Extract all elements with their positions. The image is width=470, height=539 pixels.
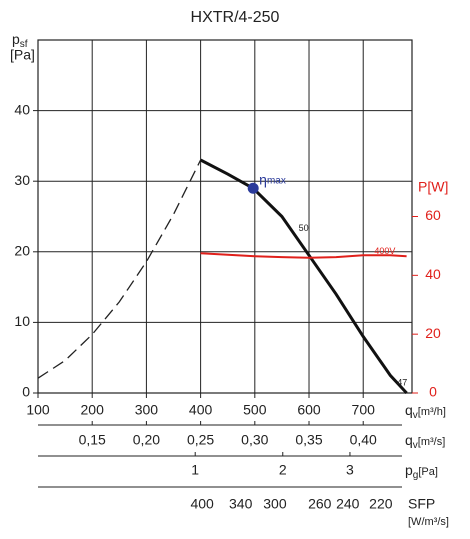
x-tick-label: 400 <box>190 496 214 512</box>
axis-unit: [Pa] <box>10 47 35 63</box>
x-tick-label: 0,40 <box>350 432 377 448</box>
eta-max-label: ηmax <box>259 171 286 187</box>
x-tick-label: 0,15 <box>79 432 106 448</box>
axis-label: psf <box>12 31 28 50</box>
y2-tick-label: 0 <box>429 384 437 400</box>
label-main: q <box>405 432 413 448</box>
label-sub: max <box>267 175 286 186</box>
annotation: 50 <box>299 223 309 233</box>
x-tick-label: 220 <box>369 496 393 512</box>
x-tick-label: 200 <box>81 402 105 418</box>
x-tick-label: 0,20 <box>133 432 160 448</box>
x-tick-label: 340 <box>229 496 253 512</box>
annotation: 400V <box>374 246 395 256</box>
x-tick-label: 600 <box>297 402 321 418</box>
axis-unit: [W/m³/s] <box>408 516 449 528</box>
plot-frame <box>37 39 413 394</box>
x-tick-label: 1 <box>191 462 199 478</box>
label-unit: [m³/s] <box>418 436 446 448</box>
axis-label: P[W] <box>418 179 448 195</box>
y-tick-label: 20 <box>14 243 30 259</box>
pressure-curve <box>199 158 408 395</box>
label-sub: g <box>413 470 419 481</box>
y-tick-label: 30 <box>14 172 30 188</box>
x-tick-label: 260 <box>308 496 332 512</box>
y2-tick-label: 40 <box>425 266 441 282</box>
label-main: p <box>12 31 20 47</box>
chart-title: HXTR/4-250 <box>191 9 280 26</box>
label-unit: [Pa] <box>418 466 438 478</box>
x-tick-label: 3 <box>346 462 354 478</box>
y-tick-label: 10 <box>14 313 30 329</box>
x-tick-label: 300 <box>135 402 159 418</box>
pressure-curve <box>37 159 202 379</box>
label-sub: sf <box>20 39 28 50</box>
label-sub: v <box>413 410 418 421</box>
power-curve <box>200 252 407 259</box>
x-tick-label: 100 <box>26 402 50 418</box>
label-main: q <box>405 402 413 418</box>
x-tick-label: 0,30 <box>241 432 268 448</box>
axis-label: pg[Pa] <box>405 462 438 481</box>
y2-tick-label: 60 <box>425 207 441 223</box>
label-main: p <box>405 462 413 478</box>
label-sub: v <box>413 440 418 451</box>
label-main: η <box>259 171 267 187</box>
annotation: 47 <box>397 377 407 387</box>
x-tick-label: 240 <box>336 496 360 512</box>
x-tick-label: 400 <box>189 402 213 418</box>
x-tick-label: 500 <box>243 402 267 418</box>
x-tick-label: 2 <box>279 462 287 478</box>
x-tick-label: 700 <box>352 402 376 418</box>
y2-tick-label: 20 <box>425 325 441 341</box>
label-unit: [m³/h] <box>418 406 446 418</box>
axis-label: SFP <box>408 496 435 512</box>
axis-label: qv[m³/s] <box>405 432 445 451</box>
y-tick-label: 40 <box>14 101 30 117</box>
eta-max-point <box>247 182 259 194</box>
x-tick-label: 0,25 <box>187 432 214 448</box>
x-tick-label: 0,35 <box>295 432 322 448</box>
y-tick-label: 0 <box>22 384 30 400</box>
axis-label: qv[m³/h] <box>405 402 446 421</box>
x-tick-label: 300 <box>263 496 287 512</box>
